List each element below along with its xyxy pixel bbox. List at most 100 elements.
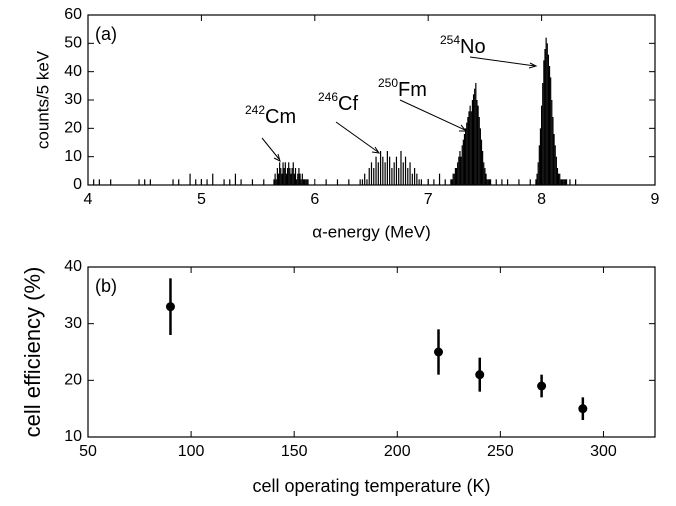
spike (484, 168, 486, 185)
element: Fm (398, 79, 427, 101)
spike (545, 37, 547, 185)
x-tick-label: 7 (424, 191, 433, 208)
mass-number: 242 (245, 103, 265, 117)
spike (296, 179, 298, 185)
x-tick-label: 6 (310, 191, 319, 208)
peak-label: 246Cf (318, 90, 358, 115)
spike (384, 162, 386, 185)
spike (495, 179, 497, 185)
spike (565, 179, 568, 185)
y-axis-title: counts/5 keV (33, 50, 52, 149)
spike (483, 162, 485, 185)
y-tick-label: 40 (64, 258, 82, 275)
spike (461, 145, 463, 185)
spike (555, 156, 557, 185)
spike (280, 168, 282, 185)
spike (291, 168, 293, 185)
spike (138, 179, 140, 185)
spike (529, 179, 531, 185)
spike (307, 179, 309, 185)
spike (149, 179, 151, 185)
arrow (261, 137, 280, 160)
spike (462, 139, 464, 185)
peak-label: 254No (440, 33, 486, 58)
spike (558, 173, 560, 185)
spike (368, 168, 370, 185)
spike (569, 179, 571, 185)
spike (455, 168, 458, 185)
spike (537, 162, 539, 185)
spike (366, 179, 368, 185)
spike (172, 179, 174, 185)
spike (189, 173, 191, 185)
spike (477, 105, 479, 185)
spike (559, 173, 561, 185)
spike (393, 162, 395, 185)
spike (450, 179, 452, 185)
spike (535, 179, 537, 185)
spike (465, 128, 467, 185)
spike (276, 168, 278, 185)
spike (234, 173, 237, 185)
y-tick-label: 10 (64, 148, 82, 165)
spike (301, 173, 303, 185)
spike (229, 179, 231, 185)
spike (407, 168, 409, 185)
spike (375, 156, 377, 185)
spike (548, 66, 551, 185)
peak-label: 242Cm (245, 103, 296, 128)
y-tick-label: 30 (64, 315, 82, 332)
spike (544, 49, 546, 185)
spike (547, 54, 550, 185)
plot-frame (87, 14, 656, 186)
spike (506, 179, 509, 185)
x-tick-label: 300 (590, 443, 617, 460)
spike (377, 162, 379, 185)
spike (562, 179, 564, 185)
element: Cm (265, 106, 296, 128)
spike (398, 168, 400, 185)
x-tick-label: 250 (487, 443, 514, 460)
spike (274, 173, 276, 185)
spike (306, 179, 308, 185)
spike (277, 173, 280, 185)
spike (554, 145, 556, 185)
y-tick-label: 20 (64, 372, 82, 389)
spike (413, 168, 416, 185)
arrow (469, 56, 536, 67)
spike (303, 179, 306, 185)
arrows (261, 56, 538, 162)
element: Cf (338, 93, 358, 115)
spike (98, 179, 100, 185)
y-tick-label: 20 (64, 120, 82, 137)
spike (553, 134, 555, 185)
spike (552, 117, 554, 185)
arrow-head (528, 62, 538, 69)
spike (469, 105, 471, 185)
x-tick-label: 100 (178, 443, 205, 460)
spike (348, 179, 350, 185)
spike (438, 173, 441, 185)
panel-label: (a) (95, 24, 117, 44)
spike (476, 100, 478, 185)
spike (518, 179, 520, 185)
element: No (460, 36, 486, 58)
spike (292, 162, 294, 185)
spike (468, 111, 470, 185)
spike (325, 179, 327, 185)
spike (293, 173, 295, 185)
spike (471, 100, 474, 185)
x-axis-title: α-energy (MeV) (312, 222, 430, 241)
spike (144, 179, 146, 185)
spike (475, 83, 477, 185)
x-tick-label: 5 (197, 191, 206, 208)
spike (427, 179, 429, 185)
mass-number: 246 (318, 90, 338, 104)
spike (289, 168, 291, 185)
spike (275, 179, 277, 185)
y-tick-label: 10 (64, 428, 82, 445)
x-tick-label: 9 (651, 191, 660, 208)
arrow-head (371, 146, 381, 154)
spike (404, 156, 407, 185)
spike (200, 179, 202, 185)
